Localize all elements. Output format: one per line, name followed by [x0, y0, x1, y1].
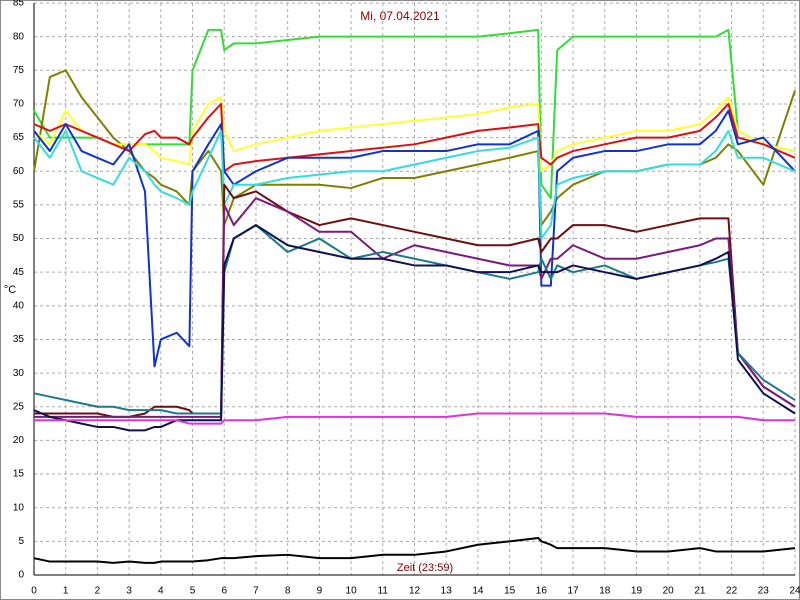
x-tick-label: 3 — [126, 586, 132, 597]
series-line — [34, 412, 795, 425]
y-tick-label: 75 — [13, 65, 25, 76]
x-tick-label: 8 — [285, 586, 291, 597]
x-tick-label: 10 — [346, 586, 358, 597]
y-tick-label: 55 — [13, 200, 25, 211]
y-tick-label: 45 — [13, 267, 25, 278]
x-tick-label: 14 — [472, 586, 484, 597]
y-tick-label: 65 — [13, 132, 25, 143]
y-tick-label: 60 — [13, 166, 25, 177]
y-tick-label: 40 — [13, 300, 25, 311]
series-line — [34, 183, 796, 418]
y-tick-label: 10 — [13, 502, 25, 513]
x-tick-label: 7 — [253, 586, 259, 597]
x-tick-label: 2 — [95, 586, 101, 597]
y-tick-label: 0 — [18, 570, 24, 581]
x-tick-label: 0 — [31, 586, 37, 597]
series-line — [33, 224, 796, 432]
x-tick-label: 9 — [317, 586, 323, 597]
series-line — [33, 96, 796, 173]
x-tick-label: 21 — [694, 586, 706, 597]
x-tick-label: 24 — [789, 586, 800, 597]
x-tick-label: 23 — [758, 586, 770, 597]
series-line — [33, 129, 796, 240]
x-tick-label: 6 — [221, 586, 227, 597]
series-line — [33, 102, 796, 173]
y-tick-label: 15 — [13, 469, 25, 480]
x-tick-label: 15 — [504, 586, 516, 597]
x-tick-label: 13 — [441, 586, 453, 597]
series-line — [33, 109, 796, 368]
y-tick-label: 30 — [13, 368, 25, 379]
x-axis-label: Zeit (23:59) — [397, 562, 453, 574]
x-tick-label: 22 — [726, 586, 738, 597]
y-axis-label: °C — [4, 284, 16, 296]
y-tick-label: 5 — [18, 536, 24, 547]
y-tick-label: 80 — [13, 31, 25, 42]
y-tick-label: 25 — [13, 401, 25, 412]
x-tick-label: 20 — [663, 586, 675, 597]
x-tick-label: 5 — [190, 586, 196, 597]
y-tick-label: 85 — [13, 0, 25, 9]
x-tick-label: 16 — [536, 586, 548, 597]
x-tick-label: 11 — [378, 586, 389, 597]
chart-title: Mi, 07.04.2021 — [360, 9, 440, 23]
x-tick-label: 18 — [599, 586, 611, 597]
y-tick-label: 35 — [13, 334, 25, 345]
x-tick-label: 4 — [158, 586, 164, 597]
series-line — [34, 197, 796, 418]
series-line — [33, 536, 796, 564]
x-tick-label: 1 — [63, 586, 69, 597]
y-tick-label: 50 — [13, 233, 25, 244]
x-tick-label: 17 — [567, 586, 579, 597]
y-tick-label: 20 — [13, 435, 25, 446]
x-tick-label: 12 — [409, 586, 421, 597]
x-tick-label: 19 — [631, 586, 643, 597]
y-tick-label: 70 — [13, 99, 25, 110]
